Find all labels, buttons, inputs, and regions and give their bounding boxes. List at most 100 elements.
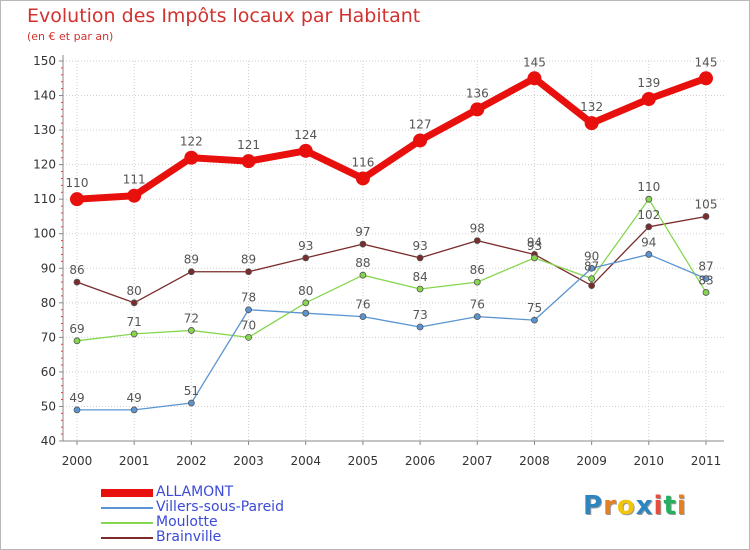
data-point: [531, 316, 538, 324]
data-point: [302, 254, 310, 262]
y-minor-tick: [61, 364, 63, 366]
x-tick-label: 2004: [290, 454, 321, 468]
data-point: [699, 71, 713, 86]
data-point: [584, 116, 599, 131]
chart-subtitle: (en € et par an): [27, 30, 114, 43]
legend-label: ALLAMONT: [156, 484, 234, 500]
x-tick-label: 2000: [62, 454, 93, 468]
data-point: [473, 278, 481, 286]
data-label: 121: [237, 138, 260, 152]
x-tick-label: 2008: [519, 454, 550, 468]
data-point: [531, 254, 538, 262]
logo-letter: P: [583, 491, 604, 521]
y-tick-label: 50: [41, 399, 56, 413]
data-label: 72: [184, 311, 199, 325]
y-minor-tick: [61, 295, 63, 297]
y-minor-tick: [61, 378, 63, 380]
y-minor-tick: [61, 157, 63, 159]
data-point: [588, 275, 596, 283]
data-point: [73, 406, 81, 414]
data-point: [302, 299, 310, 307]
y-tick-label: 130: [33, 123, 56, 137]
x-tick-label: 2003: [233, 454, 264, 468]
data-label: 94: [527, 235, 542, 249]
data-label: 84: [412, 270, 427, 284]
data-label: 124: [294, 128, 317, 142]
y-tick-label: 140: [33, 89, 56, 103]
data-label: 51: [184, 384, 199, 398]
legend-swatch: [101, 521, 153, 524]
data-point: [645, 195, 653, 203]
y-minor-tick: [61, 177, 63, 179]
x-tick-label: 2007: [462, 454, 493, 468]
y-minor-tick: [61, 419, 63, 421]
y-minor-tick: [61, 101, 63, 103]
data-label: 49: [69, 391, 84, 405]
x-tick-label: 2002: [176, 454, 207, 468]
y-minor-tick: [61, 184, 63, 186]
data-point: [473, 313, 481, 321]
legend-label: Brainville: [156, 529, 222, 545]
y-tick-label: 60: [41, 365, 56, 379]
y-minor-tick: [61, 385, 63, 387]
y-minor-tick: [61, 136, 63, 138]
data-label: 90: [584, 249, 599, 263]
data-point: [130, 330, 138, 338]
data-label: 71: [127, 315, 142, 329]
y-minor-tick: [61, 247, 63, 249]
data-label: 145: [523, 55, 546, 69]
data-label: 93: [527, 239, 542, 253]
legend-item: Moulotte: [101, 515, 284, 530]
data-label: 89: [241, 253, 256, 267]
legend-swatch: [101, 488, 153, 497]
y-minor-tick: [61, 240, 63, 242]
data-label: 86: [69, 263, 84, 277]
data-label: 87: [584, 260, 599, 274]
data-label: 116: [351, 155, 374, 169]
y-minor-tick: [61, 74, 63, 76]
logo-letter: i: [653, 491, 664, 521]
y-tick-label: 150: [33, 54, 56, 68]
x-tick-label: 2010: [634, 454, 665, 468]
data-point: [245, 306, 252, 314]
chart-title: Evolution des Impôts locaux par Habitant: [27, 5, 421, 27]
data-point: [645, 223, 653, 231]
x-tick-label: 2009: [576, 454, 607, 468]
data-point: [359, 271, 367, 279]
data-point: [588, 282, 596, 289]
x-tick-label: 2001: [119, 454, 150, 468]
y-minor-tick: [61, 323, 63, 325]
data-point: [702, 275, 710, 283]
data-point: [416, 323, 424, 331]
data-label: 87: [698, 260, 713, 274]
data-point: [245, 268, 252, 276]
data-point: [641, 92, 656, 106]
y-minor-tick: [61, 426, 63, 428]
legend-swatch: [101, 536, 153, 539]
y-tick-label: 120: [33, 158, 56, 172]
data-point: [73, 278, 81, 286]
y-minor-tick: [61, 171, 63, 173]
x-tick-label: 2011: [691, 454, 722, 468]
x-tick-label: 2006: [405, 454, 436, 468]
y-minor-tick: [61, 88, 63, 90]
data-point: [416, 285, 424, 293]
data-point: [413, 133, 428, 148]
data-label: 88: [355, 256, 370, 270]
data-label: 102: [637, 208, 660, 222]
y-minor-tick: [61, 143, 63, 145]
logo-letter: x: [635, 491, 654, 521]
data-label: 105: [695, 197, 718, 211]
y-minor-tick: [61, 67, 63, 69]
data-label: 69: [69, 322, 84, 336]
y-minor-tick: [61, 150, 63, 152]
data-label: 127: [409, 117, 432, 131]
data-label: 80: [298, 284, 313, 298]
data-point: [241, 154, 256, 169]
y-tick-label: 90: [41, 261, 56, 275]
y-tick-label: 80: [41, 296, 56, 310]
x-tick-label: 2005: [348, 454, 379, 468]
legend-swatch: [101, 506, 153, 509]
y-minor-tick: [61, 212, 63, 214]
